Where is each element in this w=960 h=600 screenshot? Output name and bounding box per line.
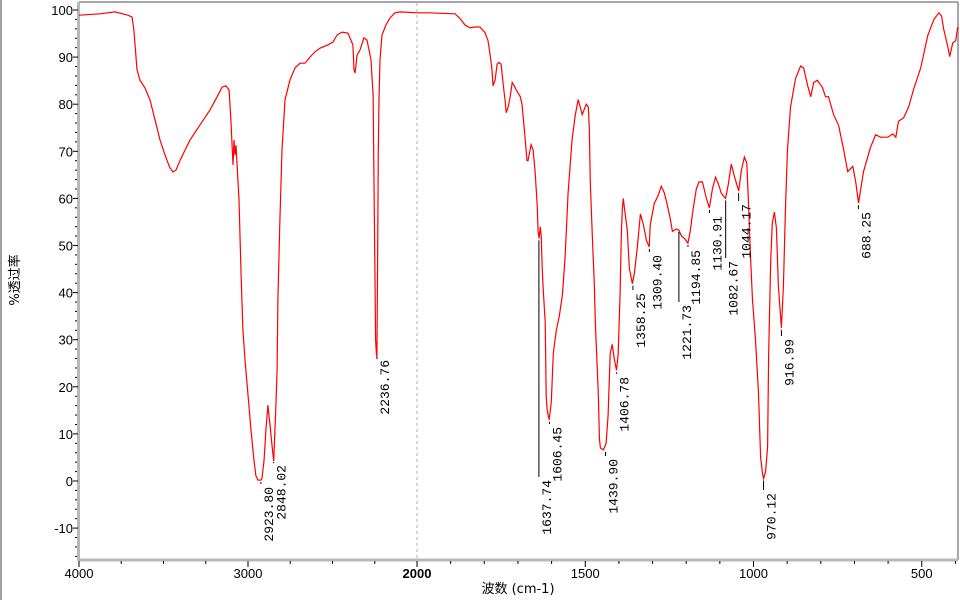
peak-label: 2236.76 bbox=[378, 360, 393, 415]
y-tick-label: 0 bbox=[66, 474, 73, 489]
y-axis-title: %透过率 bbox=[7, 254, 23, 305]
x-tick-label: 4000 bbox=[65, 566, 94, 581]
peak-label: 2848.02 bbox=[275, 465, 290, 520]
y-tick-label: 70 bbox=[59, 144, 73, 159]
y-tick-label: 30 bbox=[59, 333, 73, 348]
x-tick-label: 2000 bbox=[403, 566, 432, 581]
peak-label: 1221.73 bbox=[680, 305, 695, 360]
peak-label: 688.25 bbox=[859, 212, 874, 259]
y-tick-label: 40 bbox=[59, 286, 73, 301]
peak-label: 1439.90 bbox=[606, 459, 621, 514]
peak-label: 1309.40 bbox=[650, 255, 665, 310]
y-tick-label: 50 bbox=[59, 239, 73, 254]
x-axis-title: 波数 (cm-1) bbox=[481, 582, 554, 597]
x-axis-ticks: 4000 3000 2000 1500 1000 500 bbox=[65, 561, 956, 581]
x-tick-label: 3000 bbox=[234, 566, 263, 581]
x-tick-label: 1000 bbox=[739, 566, 768, 581]
peak-label: 2923.80 bbox=[262, 487, 277, 542]
peak-label: 1194.85 bbox=[689, 250, 704, 305]
x-tick-label: 1500 bbox=[571, 566, 600, 581]
peak-label: 1606.45 bbox=[550, 427, 565, 482]
x-tick-label: 500 bbox=[911, 566, 933, 581]
y-tick-label: -10 bbox=[54, 521, 73, 536]
y-tick-label: 60 bbox=[59, 191, 73, 206]
peak-label: 1637.74 bbox=[540, 480, 555, 535]
y-tick-label: 100 bbox=[51, 3, 73, 18]
y-tick-label: 80 bbox=[59, 97, 73, 112]
peak-label: 916.99 bbox=[782, 339, 797, 386]
y-tick-label: 20 bbox=[59, 380, 73, 395]
peak-label: 1406.78 bbox=[618, 377, 633, 432]
y-tick-label: 10 bbox=[59, 427, 73, 442]
spectrum-line bbox=[78, 11, 959, 481]
peak-label: 1082.67 bbox=[727, 261, 742, 316]
peak-label: 970.12 bbox=[765, 493, 780, 540]
peak-label: 1044.17 bbox=[740, 204, 755, 259]
peak-label: 1358.25 bbox=[634, 293, 649, 348]
peak-label: 1130.91 bbox=[710, 216, 725, 271]
y-tick-label: 90 bbox=[59, 50, 73, 65]
